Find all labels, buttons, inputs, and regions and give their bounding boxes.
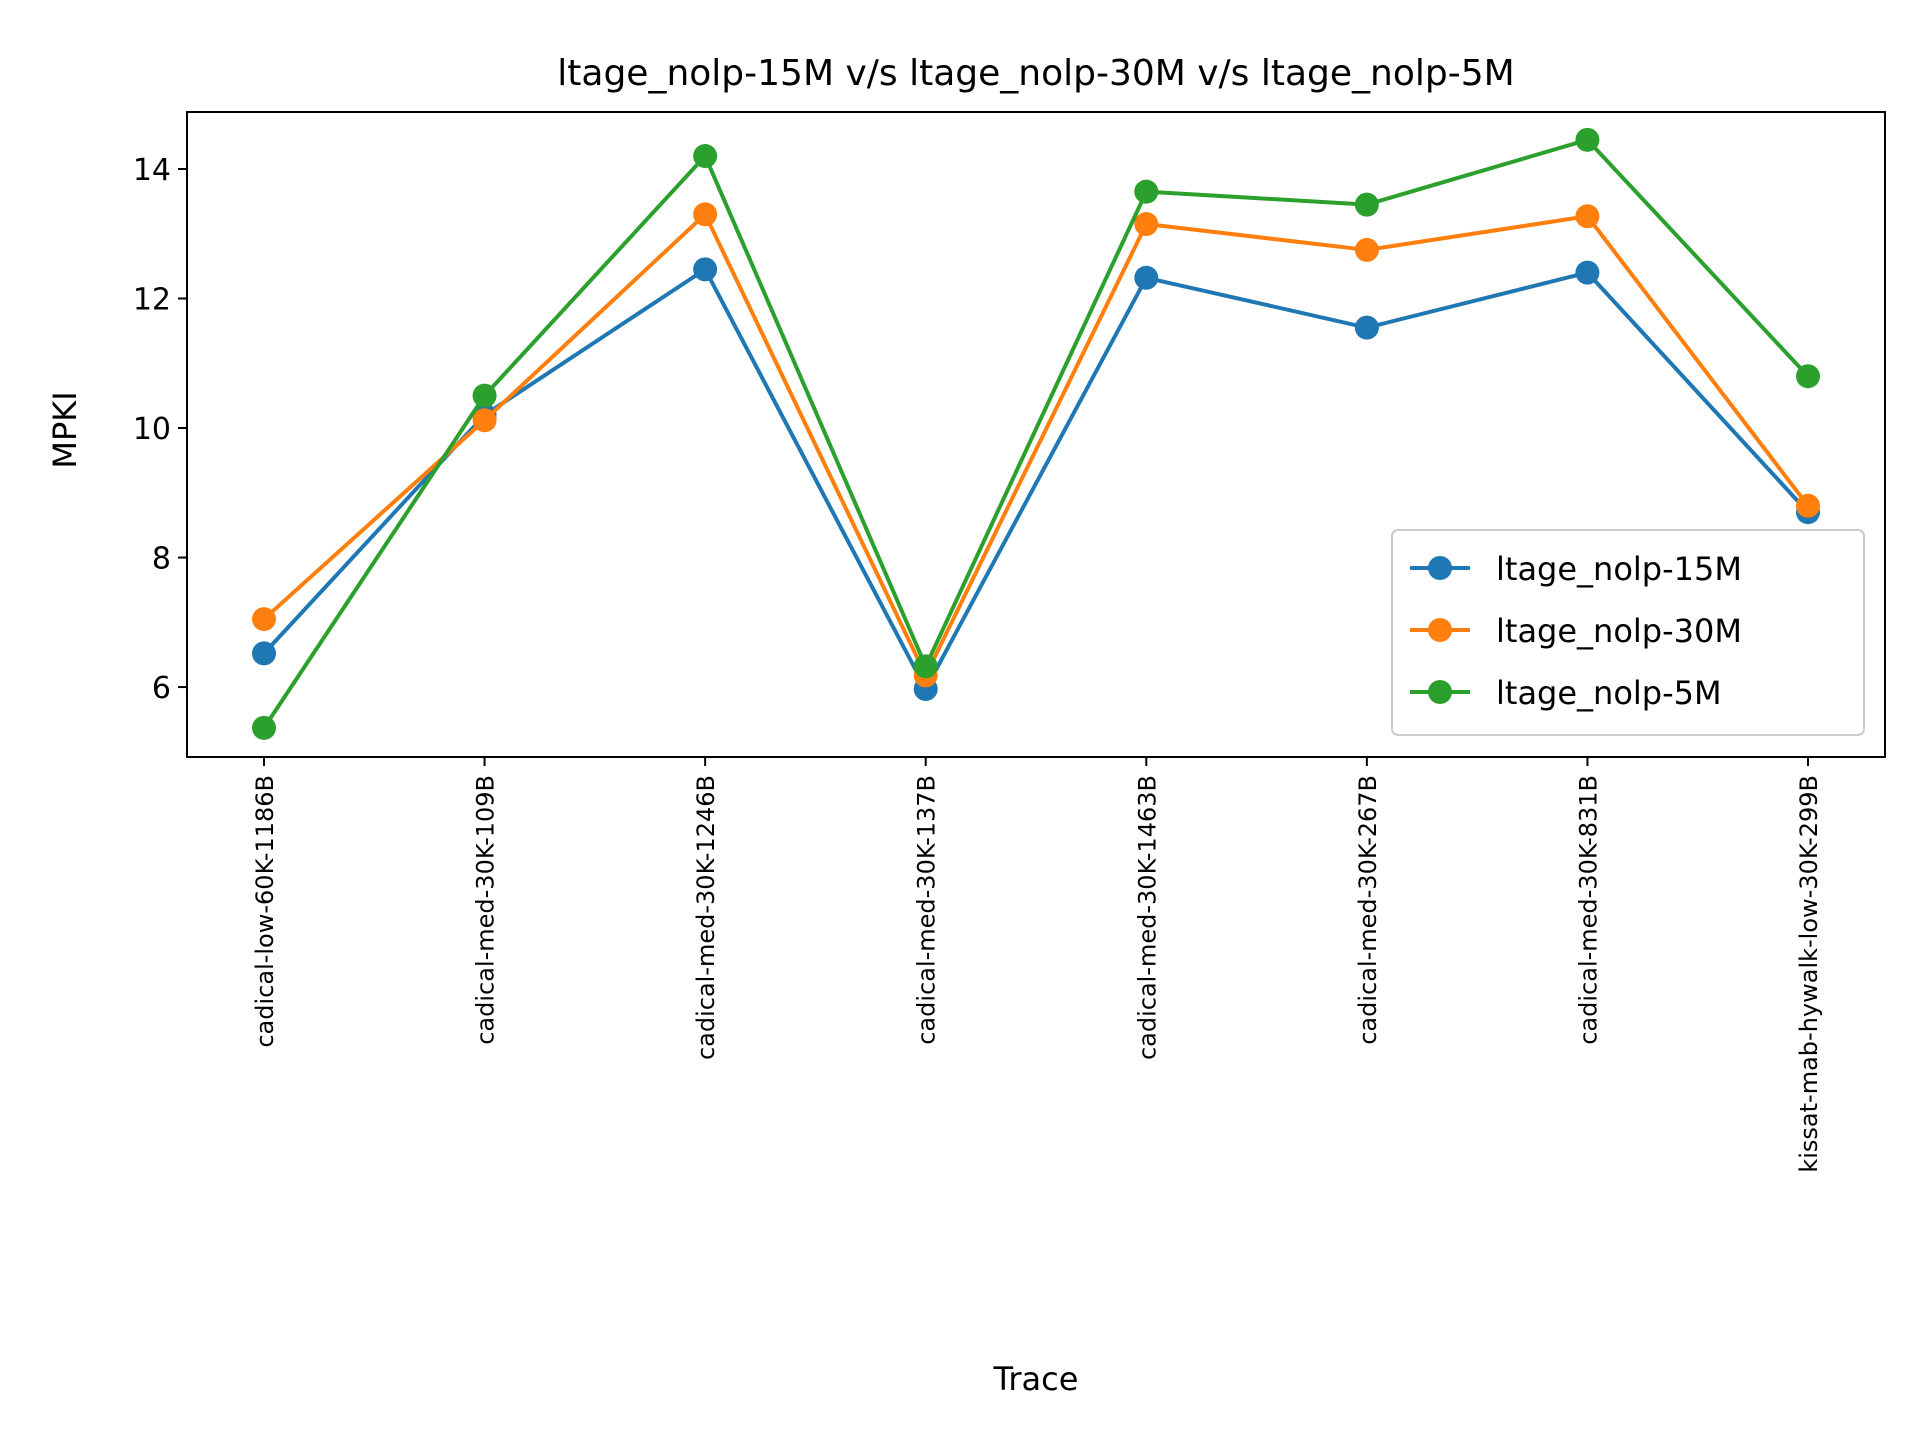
series-1-point <box>252 641 276 666</box>
series-2-point <box>1796 493 1820 518</box>
chart-title: ltage_nolp-15M v/s ltage_nolp-30M v/s lt… <box>557 53 1514 94</box>
series-2-point <box>1354 237 1379 262</box>
series-2-point <box>252 607 276 632</box>
y-tick-label: 6 <box>152 671 171 706</box>
series-3-point <box>1134 179 1159 204</box>
series-3-point <box>1575 127 1600 152</box>
x-axis-label: Trace <box>993 1360 1079 1398</box>
y-tick-label: 12 <box>133 283 171 318</box>
series-1-point <box>1354 315 1379 340</box>
series-1-point <box>693 257 718 282</box>
x-tick-label: cadical-med-30K-1246B <box>692 775 720 1060</box>
series-3-point <box>472 383 497 408</box>
legend: ltage_nolp-15M ltage_nolp-30M ltage_nolp-5… <box>1391 529 1865 736</box>
series-3-point <box>1354 192 1379 217</box>
x-tick-label: cadical-med-30K-831B <box>1574 775 1602 1045</box>
legend-marker <box>1428 618 1452 642</box>
legend-label: ltage_nolp-5M <box>1496 674 1722 712</box>
legend-marker <box>1428 556 1452 580</box>
x-tick-label: cadical-med-30K-109B <box>472 775 500 1045</box>
series-3-point <box>693 144 718 169</box>
series-3-point <box>913 654 938 679</box>
x-tick-label: cadical-med-30K-1463B <box>1133 775 1161 1060</box>
series-line-1 <box>262 267 1810 692</box>
series-2-point <box>1575 204 1600 229</box>
y-tick-label: 14 <box>133 153 171 188</box>
legend-label: ltage_nolp-15M <box>1496 550 1742 588</box>
plot-area: 6 8 10 12 14 cadical-low-60K-1186B cadical-med… <box>133 127 1823 1173</box>
series-2-point <box>693 202 718 227</box>
series-2-point <box>1134 212 1159 237</box>
series-line-2 <box>262 212 1810 678</box>
x-tick-label: kissat-mab-hywalk-low-30K-299B <box>1795 775 1823 1173</box>
y-tick-label: 8 <box>152 542 171 577</box>
legend-box <box>1391 529 1865 736</box>
x-tick-label: cadical-med-30K-267B <box>1354 775 1382 1045</box>
series-1-point <box>1575 260 1600 285</box>
x-tick-label: cadical-med-30K-137B <box>913 775 941 1045</box>
y-tick-label: 10 <box>133 412 171 447</box>
legend-marker <box>1428 680 1452 704</box>
plot-frame <box>186 111 1886 758</box>
series-1-point <box>1134 265 1159 290</box>
series-2-point <box>472 408 497 433</box>
legend-label: ltage_nolp-30M <box>1496 612 1742 650</box>
series-3-point <box>252 715 276 740</box>
x-tick-label: cadical-low-60K-1186B <box>251 775 279 1048</box>
series-line-3 <box>262 137 1810 729</box>
y-axis-label: MPKI <box>46 391 84 468</box>
series-3-point <box>1796 364 1820 389</box>
